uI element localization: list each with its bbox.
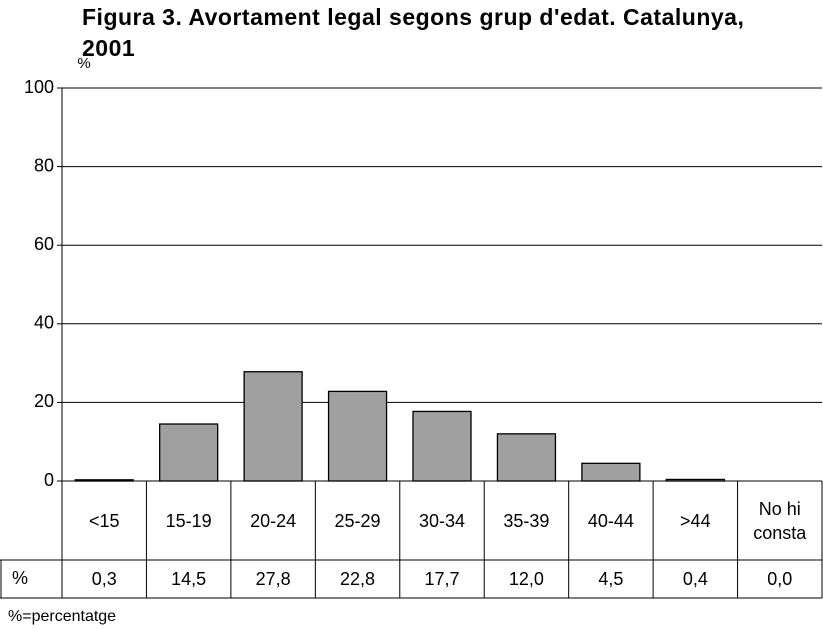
bar — [412, 410, 472, 482]
bar — [581, 462, 641, 482]
x-tick-label: 35-39 — [503, 510, 550, 531]
x-tick-label: 25-29 — [334, 510, 381, 531]
bar — [327, 390, 388, 482]
category-cell: 25-29 — [334, 510, 381, 531]
y-tick-label: 40 — [34, 313, 54, 333]
category-cell: 30-34 — [418, 510, 465, 531]
x-tick-label: >44 — [680, 510, 711, 531]
x-tick-label: 20-24 — [250, 510, 297, 531]
y-tick-label: 20 — [34, 391, 54, 411]
chart-title: Figura 3. Avortament legal segons grup d… — [82, 4, 745, 61]
bar — [496, 433, 557, 482]
x-tick-label: No hi consta — [753, 498, 807, 543]
y-tick-label: 60 — [34, 234, 54, 254]
category-cell: <15 — [88, 510, 120, 531]
category-cell: 40-44 — [587, 510, 634, 531]
x-tick-label: 30-34 — [418, 510, 465, 531]
category-cell: >44 — [680, 510, 711, 531]
x-tick-label: 15-19 — [165, 510, 212, 531]
x-tick-label: <15 — [88, 510, 120, 531]
value-label: 0,0 — [767, 569, 792, 589]
footnote: %=percentatge — [8, 608, 116, 625]
y-tick-label: 0 — [44, 470, 54, 490]
value-label: 17,7 — [424, 569, 459, 589]
category-cell: 20-24 — [250, 510, 297, 531]
category-cell: 15-19 — [165, 510, 212, 531]
value-label: 12,0 — [509, 569, 544, 589]
y-tick-label: 100 — [24, 77, 54, 97]
x-tick-label: 40-44 — [587, 510, 634, 531]
value-label: 0,3 — [92, 569, 117, 589]
value-label: 4,5 — [598, 569, 623, 589]
bar — [243, 371, 303, 482]
table-row-header: % — [12, 568, 28, 588]
y-axis-label: % — [77, 55, 90, 72]
bar — [159, 423, 219, 482]
value-label: 27,8 — [256, 569, 291, 589]
value-label: 0,4 — [683, 569, 708, 589]
category-cell: 35-39 — [503, 510, 550, 531]
value-label: 22,8 — [340, 569, 375, 589]
y-tick-label: 80 — [34, 155, 54, 175]
category-cell: No hi consta — [753, 498, 807, 543]
value-label: 14,5 — [171, 569, 206, 589]
